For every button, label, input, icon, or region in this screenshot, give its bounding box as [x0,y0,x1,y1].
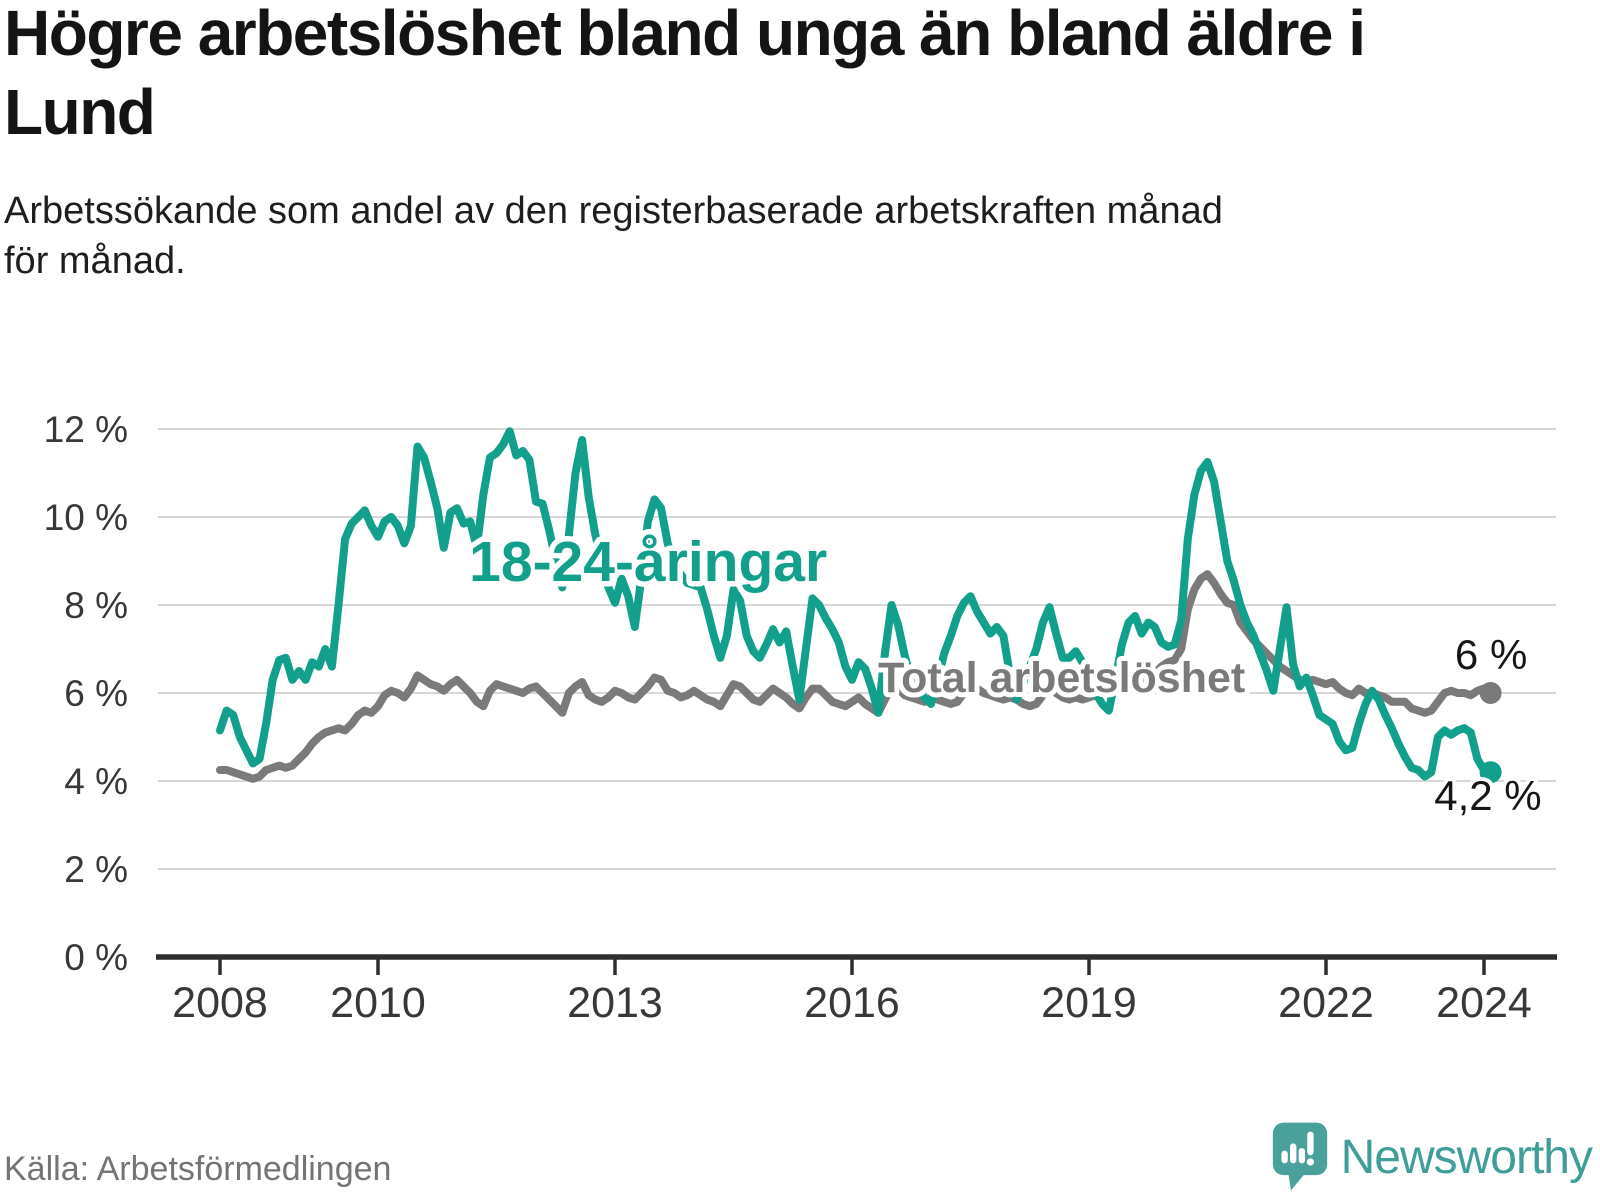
x-tick-label: 2019 [1041,979,1137,1027]
youth-line [216,427,1495,781]
x-tick-label: 2016 [804,979,900,1027]
newsworthy-logo: Newsworthy [1271,1120,1593,1194]
x-tick-label: 2024 [1436,979,1532,1027]
x-tick-label: 2022 [1278,979,1374,1027]
y-tick-label: 8 % [64,585,128,626]
x-tick-label: 2010 [330,979,426,1027]
page-title: Högre arbetslöshet bland unga än bland ä… [4,0,1366,148]
y-tick-label: 4 % [64,761,128,802]
y-tick-label: 10 % [44,497,128,538]
y-tick-label: 12 % [44,409,128,450]
page-subtitle: Arbetssökande som andel av den registerb… [4,190,1223,282]
newsworthy-logo-icon [1272,1122,1327,1191]
source-note: Källa: Arbetsförmedlingen [4,1150,392,1188]
youth-end-label: 4,2 % [1434,772,1541,819]
total-series-label: Total arbetslöshet [878,654,1245,702]
x-tick-label: 2013 [567,979,663,1027]
newsworthy-wordmark: Newsworthy [1340,1130,1593,1184]
total-end-dot [1479,682,1502,704]
youth-series-label: 18-24-åringar [469,530,827,594]
total-end-label: 6 % [1455,631,1527,678]
y-tick-label: 0 % [64,937,128,978]
youth-end-dot [1479,761,1502,784]
y-tick-label: 2 % [64,849,128,890]
x-tick-label: 2008 [172,979,268,1027]
y-tick-label: 6 % [64,673,128,714]
